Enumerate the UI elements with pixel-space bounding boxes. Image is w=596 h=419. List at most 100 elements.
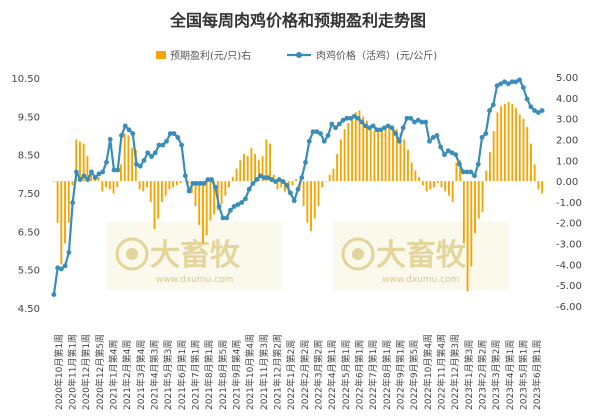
price-point xyxy=(134,161,139,167)
price-point xyxy=(111,167,117,173)
watermark-logo: www.dxumu.com 大畜牧 xyxy=(333,222,509,290)
price-point xyxy=(385,123,391,129)
profit-bar xyxy=(86,156,89,182)
profit-bar xyxy=(261,156,264,182)
price-point xyxy=(119,133,124,138)
profit-bar xyxy=(317,181,320,207)
profit-bar xyxy=(179,181,182,184)
profit-bar xyxy=(64,181,66,244)
profit-bar xyxy=(537,181,540,190)
price-point xyxy=(62,263,68,269)
price-point xyxy=(96,171,102,177)
profit-bar xyxy=(440,181,443,188)
profit-bar xyxy=(474,181,476,234)
legend-line-label: 肉鸡价格（活鸡）(元/公斤) xyxy=(316,49,437,62)
profit-bar xyxy=(392,126,394,182)
price-point xyxy=(175,135,181,140)
legend-bar-label: 预期盈利(元/只)右 xyxy=(170,49,251,62)
price-point xyxy=(333,125,338,131)
price-point xyxy=(359,119,365,125)
profit-bar xyxy=(202,181,204,244)
price-point xyxy=(280,179,286,184)
profit-bar xyxy=(164,181,167,196)
profit-bar xyxy=(105,181,107,188)
price-point xyxy=(483,131,489,136)
price-point xyxy=(171,131,177,136)
x-axis-tick-label: 2022年9月第5周 xyxy=(408,340,420,410)
profit-bar xyxy=(347,122,350,182)
price-point xyxy=(303,159,308,165)
profit-bar xyxy=(79,141,81,182)
price-point xyxy=(160,142,166,148)
profit-bar xyxy=(172,181,175,188)
price-point xyxy=(220,215,226,221)
left-axis-tick-label: 8.50 xyxy=(18,151,40,162)
right-axis-tick-label: -1.00 xyxy=(556,198,582,209)
profit-bar xyxy=(336,154,339,182)
profit-bar xyxy=(511,104,514,182)
profit-bar xyxy=(507,101,510,182)
profit-bar xyxy=(414,170,417,182)
profit-bar xyxy=(302,181,305,207)
left-axis-tick-label: 4.50 xyxy=(18,304,40,315)
profit-bar xyxy=(310,181,312,232)
profit-bar xyxy=(112,181,115,194)
x-axis-tick-label: 2022年9月第1周 xyxy=(395,340,407,410)
x-axis-tick-label: 2021年8月第1周 xyxy=(203,340,215,410)
price-point xyxy=(92,175,98,181)
price-point xyxy=(393,131,399,136)
price-point xyxy=(51,292,57,297)
price-point xyxy=(374,127,380,133)
profit-bar xyxy=(541,181,544,194)
profit-bar xyxy=(462,181,465,244)
price-point xyxy=(513,79,519,85)
price-point xyxy=(370,123,376,129)
price-point xyxy=(498,81,504,87)
profit-bar xyxy=(313,181,316,219)
x-axis-tick-label: 2022年1月第2周 xyxy=(285,340,297,410)
price-point xyxy=(457,161,462,167)
right-axis-tick-label: 0.00 xyxy=(556,177,578,188)
price-point xyxy=(494,83,500,89)
profit-bar xyxy=(246,156,249,182)
price-point xyxy=(197,181,203,186)
price-point xyxy=(314,129,320,135)
profit-bar xyxy=(108,181,111,190)
price-point xyxy=(344,115,350,121)
profit-bar xyxy=(239,160,242,182)
profit-bar xyxy=(228,181,230,188)
x-axis-tick-label: 2020年10月第1周 xyxy=(53,334,65,410)
price-point xyxy=(74,169,79,175)
price-point xyxy=(66,250,72,255)
profit-bar xyxy=(530,143,532,182)
profit-bar xyxy=(388,124,391,182)
profit-bar xyxy=(492,131,495,182)
profit-bar xyxy=(384,126,387,182)
price-point xyxy=(524,96,530,102)
price-point xyxy=(209,177,215,182)
profit-bar xyxy=(157,181,160,219)
price-point xyxy=(137,163,143,169)
price-point xyxy=(475,161,481,167)
x-axis-tick-label: 2021年5月第3周 xyxy=(162,340,174,410)
price-point xyxy=(212,184,218,190)
price-point xyxy=(228,207,233,213)
profit-bar xyxy=(332,168,335,182)
profit-bar xyxy=(451,181,454,202)
profit-bar xyxy=(377,131,380,182)
profit-bar xyxy=(489,151,491,182)
profit-bar xyxy=(269,143,271,182)
price-point xyxy=(490,102,496,108)
price-point xyxy=(445,148,451,154)
x-axis-tick-label: 2021年4月第3周 xyxy=(149,340,161,410)
x-axis-tick-label: 2023年5月第1周 xyxy=(518,340,530,410)
price-point xyxy=(284,182,290,188)
price-point xyxy=(502,79,507,85)
profit-bar xyxy=(265,139,268,182)
price-point xyxy=(434,133,440,138)
x-axis-tick-label: 2022年3月第2周 xyxy=(313,340,325,410)
profit-bar xyxy=(295,179,298,182)
left-axis-tick-label: 10.50 xyxy=(11,74,40,85)
profit-bar xyxy=(205,181,208,236)
